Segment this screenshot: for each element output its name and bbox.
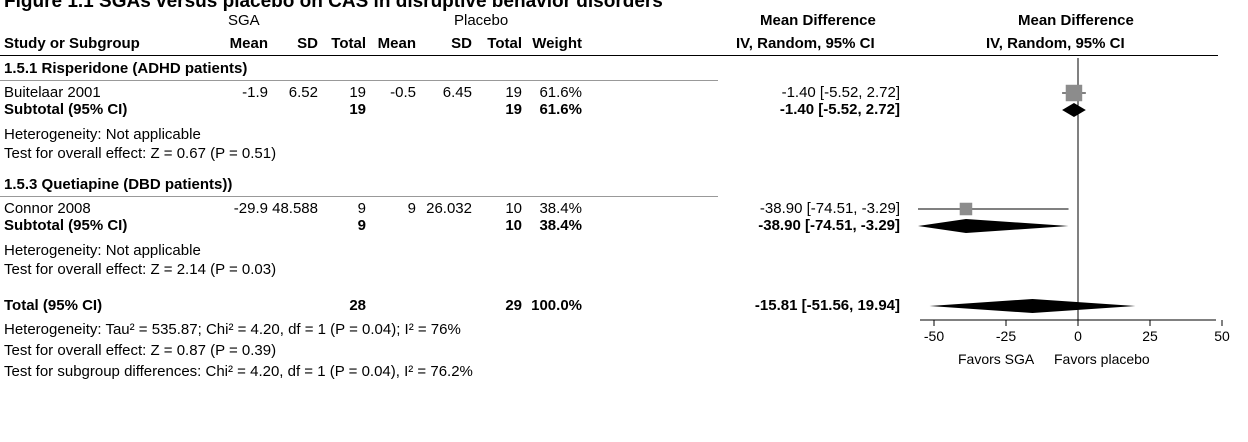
header-md-label: Mean Difference [760,12,876,29]
study-1-name: Buitelaar 2001 [4,84,101,101]
header-rule [0,55,1218,56]
header-forest-method: IV, Random, 95% CI [986,35,1125,52]
study-1-sga-sd: 6.52 [288,84,318,101]
footer-heterogeneity: Heterogeneity: Tau² = 535.87; Chi² = 4.2… [4,321,461,338]
header-sga-sd: SD [297,35,318,52]
subgroup-1-name: 1.5.1 Risperidone (ADHD patients) [4,60,248,77]
footer-subgroup-diff: Test for subgroup differences: Chi² = 4.… [4,363,473,380]
x-tick-label: 25 [1142,328,1158,344]
study-1-weight: 61.6% [539,84,582,101]
header-group1: SGA [228,12,260,29]
header-method: IV, Random, 95% CI [736,35,875,52]
subtotal-2-weight: 38.4% [539,217,582,234]
total-weight: 100.0% [531,297,582,314]
study-1-pl-total: 19 [505,84,522,101]
subtotal-1-pl-total: 19 [505,101,522,118]
study-2-sga-total: 9 [357,200,366,217]
header-weight: Weight [532,35,582,52]
favors-right-label: Favors placebo [1054,351,1150,367]
subgroup-2-overall: Test for overall effect: Z = 2.14 (P = 0… [4,261,277,278]
subgroup-1-overall: Test for overall effect: Z = 0.67 (P = 0… [4,145,277,162]
subgroup-2-name: 1.5.3 Quetiapine (DBD patients)) [4,176,233,193]
subgroup-1-rule [0,80,718,81]
study-1-pl-mean: -0.5 [390,84,416,101]
study-2-ci: -38.90 [-74.51, -3.29] [759,200,900,217]
header-sga-total: Total [331,35,366,52]
subtotal-1-sga-total: 19 [349,101,366,118]
study-2-name: Connor 2008 [4,200,91,217]
summary-diamond [929,299,1136,313]
subtotal-2-label: Subtotal (95% CI) [4,217,128,234]
header-sga-mean: Mean [229,35,268,52]
subgroup-2-heterogeneity: Heterogeneity: Not applicable [4,242,201,259]
footer-overall: Test for overall effect: Z = 0.87 (P = 0… [4,342,277,359]
total-pl-total: 29 [505,297,522,314]
x-tick-label: -25 [996,328,1016,344]
subtotal-2-ci: -38.90 [-74.51, -3.29] [758,217,900,234]
subtotal-2-pl-total: 10 [505,217,522,234]
study-2-pl-total: 10 [505,200,522,217]
summary-diamond [1062,103,1086,117]
study-1-pl-sd: 6.45 [442,84,472,101]
header-pl-mean: Mean [377,35,416,52]
study-2-sga-sd: 48.588 [272,200,318,217]
summary-diamond [918,219,1069,233]
study-1-ci: -1.40 [-5.52, 2.72] [781,84,900,101]
study-1-sga-mean: -1.9 [242,84,268,101]
header-study: Study or Subgroup [4,35,140,52]
study-2-pl-mean: 9 [407,200,416,217]
header-forest-label: Mean Difference [1018,12,1134,29]
total-sga-total: 28 [349,297,366,314]
study-2-pl-sd: 26.032 [426,200,472,217]
header-pl-sd: SD [451,35,472,52]
subtotal-1-ci: -1.40 [-5.52, 2.72] [779,101,900,118]
study-marker [959,202,973,216]
x-tick-label: 0 [1074,328,1082,344]
x-tick-label: 50 [1214,328,1230,344]
study-marker [1065,84,1083,102]
subgroup-2-rule [0,196,718,197]
subtotal-1-weight: 61.6% [539,101,582,118]
subtotal-1-label: Subtotal (95% CI) [4,101,128,118]
figure-title: Figure 1.1 SGAs versus placebo on CAS in… [4,0,663,12]
study-2-sga-mean: -29.9 [233,200,268,217]
total-ci: -15.81 [-51.56, 19.94] [754,297,900,314]
header-pl-total: Total [487,35,522,52]
subgroup-1-heterogeneity: Heterogeneity: Not applicable [4,126,201,143]
subtotal-2-sga-total: 9 [357,217,366,234]
header-group2: Placebo [454,12,509,29]
study-1-sga-total: 19 [349,84,366,101]
favors-left-label: Favors SGA [958,351,1035,367]
study-2-weight: 38.4% [539,200,582,217]
x-tick-label: -50 [924,328,944,344]
total-label: Total (95% CI) [4,297,103,314]
